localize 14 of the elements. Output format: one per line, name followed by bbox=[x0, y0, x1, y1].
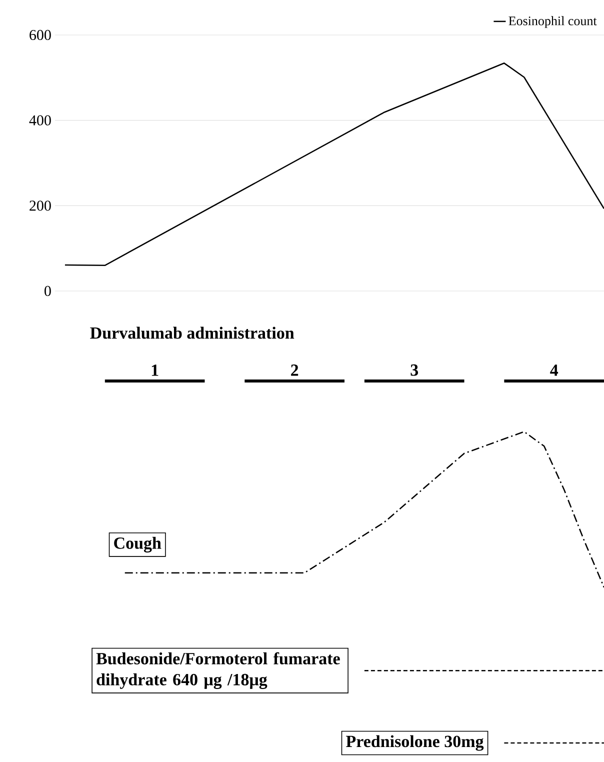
series-label: Cough bbox=[114, 536, 162, 552]
y-tick-label: 200 bbox=[30, 200, 51, 211]
series-label: Prednisolone 30mg bbox=[346, 735, 484, 751]
y-tick-label: 600 bbox=[30, 30, 51, 40]
series-label: 1 bbox=[152, 364, 158, 376]
y-tick-label: 400 bbox=[29, 115, 51, 126]
line-series bbox=[64, 62, 604, 266]
legend-label: Eosinophil count bbox=[508, 16, 597, 28]
series-label: 2 bbox=[291, 364, 298, 376]
series-label: 4 bbox=[550, 364, 558, 376]
series-label: 3 bbox=[410, 364, 418, 376]
y-tick-label: 0 bbox=[44, 286, 51, 296]
series-label: Budesonide/Formoterol fumarate dihydrate 640 μg /18μg bbox=[96, 652, 340, 689]
text: Durvalumab administration bbox=[90, 326, 294, 339]
